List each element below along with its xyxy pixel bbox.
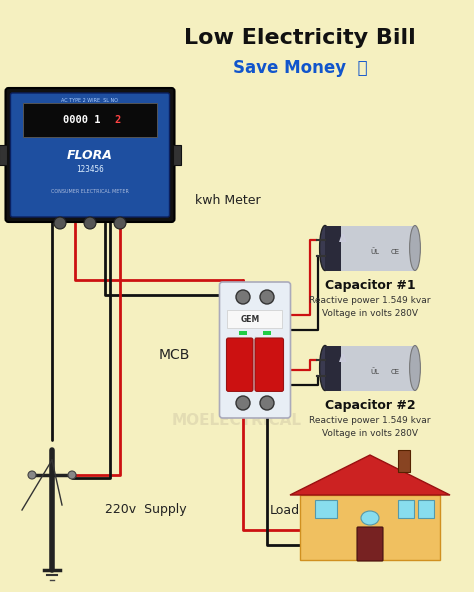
- Circle shape: [54, 217, 66, 229]
- Text: Low Electricity Bill: Low Electricity Bill: [184, 28, 416, 48]
- Text: ŪL: ŪL: [370, 368, 379, 375]
- Text: FLORA: FLORA: [67, 149, 113, 162]
- Ellipse shape: [410, 226, 420, 271]
- Text: Load: Load: [270, 504, 300, 516]
- Bar: [325, 346, 415, 391]
- Polygon shape: [290, 455, 450, 495]
- Text: CE: CE: [391, 369, 400, 375]
- Text: Reactive power 1.549 kvar: Reactive power 1.549 kvar: [309, 416, 431, 424]
- Text: Voltage in volts 280V: Voltage in volts 280V: [322, 429, 418, 437]
- Ellipse shape: [410, 346, 420, 391]
- Bar: [263, 331, 271, 335]
- Bar: [300, 495, 440, 560]
- Text: ŪL: ŪL: [370, 248, 379, 255]
- FancyBboxPatch shape: [10, 93, 170, 217]
- Text: GEM: GEM: [240, 314, 260, 323]
- Ellipse shape: [319, 226, 330, 271]
- Text: Capacitor #2: Capacitor #2: [325, 398, 415, 411]
- Circle shape: [260, 396, 274, 410]
- Circle shape: [260, 290, 274, 304]
- Bar: [398, 450, 410, 472]
- Bar: [325, 226, 415, 271]
- Text: Δ: Δ: [339, 234, 347, 244]
- Text: 0000 1: 0000 1: [63, 115, 101, 125]
- FancyBboxPatch shape: [219, 282, 291, 418]
- Bar: [22, 103, 157, 137]
- Text: 2: 2: [115, 115, 121, 125]
- Text: Reactive power 1.549 kvar: Reactive power 1.549 kvar: [309, 295, 431, 304]
- Text: Save Money  💰: Save Money 💰: [233, 59, 367, 77]
- Text: Capacitor #1: Capacitor #1: [325, 278, 415, 291]
- FancyBboxPatch shape: [6, 88, 174, 222]
- Circle shape: [68, 471, 76, 479]
- Text: CONSUMER ELECTRICAL METER: CONSUMER ELECTRICAL METER: [51, 188, 129, 194]
- Bar: [228, 310, 283, 328]
- Bar: [173, 145, 182, 165]
- Ellipse shape: [319, 346, 330, 391]
- Text: AC TYPE 2 WIRE  SL NO: AC TYPE 2 WIRE SL NO: [62, 98, 118, 102]
- Text: 123456: 123456: [76, 165, 104, 174]
- Text: Voltage in volts 280V: Voltage in volts 280V: [322, 308, 418, 317]
- Bar: [325, 226, 341, 271]
- Bar: [315, 500, 337, 518]
- Text: Δ: Δ: [339, 354, 347, 364]
- Circle shape: [84, 217, 96, 229]
- Bar: [239, 331, 247, 335]
- Bar: [0, 145, 7, 165]
- Bar: [398, 500, 414, 518]
- Text: CE: CE: [391, 249, 400, 255]
- Text: MOELECTRICAL: MOELECTRICAL: [172, 413, 302, 427]
- FancyBboxPatch shape: [227, 338, 253, 391]
- FancyBboxPatch shape: [357, 527, 383, 561]
- Ellipse shape: [361, 511, 379, 525]
- FancyBboxPatch shape: [255, 338, 283, 391]
- Bar: [325, 346, 341, 391]
- Circle shape: [236, 396, 250, 410]
- Circle shape: [28, 471, 36, 479]
- Text: MCB: MCB: [159, 348, 190, 362]
- Text: 220v  Supply: 220v Supply: [105, 504, 187, 516]
- Text: kwh Meter: kwh Meter: [195, 194, 261, 207]
- Bar: [418, 500, 434, 518]
- Circle shape: [114, 217, 126, 229]
- Circle shape: [236, 290, 250, 304]
